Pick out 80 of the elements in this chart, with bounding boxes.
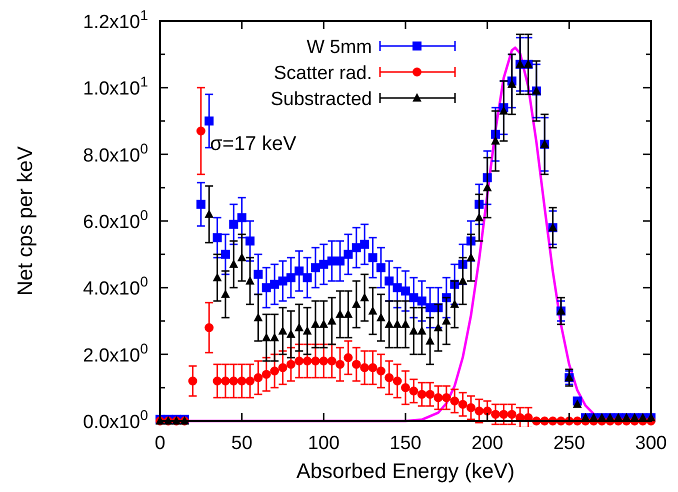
point	[262, 332, 271, 342]
point	[327, 316, 336, 325]
point	[458, 276, 468, 285]
point	[246, 236, 255, 246]
point	[368, 306, 378, 315]
point	[310, 263, 320, 272]
y-axis-title: Net cps per keV	[14, 146, 37, 296]
point	[392, 319, 402, 328]
point	[360, 240, 370, 249]
point	[262, 283, 271, 292]
x-tick-label: 250	[553, 433, 586, 454]
point	[336, 256, 345, 266]
point	[286, 329, 296, 338]
y-tick-label: 6.0x10$^{0}$	[83, 208, 148, 233]
point	[450, 299, 460, 308]
point	[376, 312, 386, 322]
point	[254, 270, 263, 279]
point	[344, 250, 353, 259]
point	[319, 319, 328, 328]
point	[302, 326, 312, 335]
point	[384, 276, 394, 286]
point	[491, 136, 500, 145]
point	[572, 399, 582, 408]
x-tick-label: 150	[390, 433, 422, 454]
x-tick-label: 100	[308, 433, 340, 454]
point	[229, 220, 238, 229]
point	[270, 332, 280, 342]
point	[246, 276, 255, 285]
x-tick-label: 50	[231, 433, 252, 454]
x-tick-label: 0	[154, 433, 166, 454]
point	[401, 286, 410, 296]
point	[204, 209, 214, 218]
point	[442, 316, 451, 325]
annotation: σ=17 keV	[210, 133, 297, 155]
point	[409, 326, 418, 335]
point	[212, 272, 222, 282]
point	[294, 266, 304, 276]
point	[310, 319, 320, 328]
point	[482, 182, 492, 192]
point	[368, 253, 378, 262]
point	[360, 292, 370, 302]
point	[196, 200, 206, 209]
point	[376, 263, 386, 272]
point	[384, 319, 394, 328]
point	[409, 293, 418, 302]
x-axis-title: Absorbed Energy (keV)	[296, 460, 515, 483]
point	[466, 252, 476, 262]
point	[417, 296, 426, 306]
point	[286, 273, 296, 282]
point	[417, 326, 426, 335]
point	[352, 243, 361, 252]
point	[392, 283, 402, 292]
point	[237, 213, 246, 222]
y-tick-label: 4.0x10$^{0}$	[83, 274, 148, 300]
y-tick-label: 0.0x10$^{0}$	[83, 408, 148, 433]
legend-label: Substracted	[270, 89, 372, 110]
legend-label: Scatter rad.	[274, 63, 372, 84]
point	[220, 289, 230, 298]
point	[499, 106, 508, 115]
point	[294, 322, 304, 332]
point	[237, 252, 246, 262]
x-tick-label: 300	[635, 433, 667, 454]
y-tick-label: 1.0x10$^{1}$	[83, 74, 148, 100]
point	[220, 250, 230, 259]
point	[204, 116, 214, 126]
y-tick-label: 1.2x10$^{1}$	[83, 8, 148, 33]
point	[254, 312, 263, 322]
point	[212, 233, 222, 242]
point	[426, 336, 435, 345]
point	[507, 79, 516, 88]
point	[229, 259, 238, 268]
point	[474, 212, 484, 222]
point	[352, 299, 361, 308]
point	[336, 309, 345, 318]
point	[344, 309, 353, 318]
point	[302, 273, 312, 282]
y-tick-label: 8.0x10$^{0}$	[83, 141, 148, 166]
y-tick-label: 2.0x10$^{0}$	[83, 341, 148, 366]
x-tick-label: 200	[471, 433, 504, 454]
legend-label: W 5mm	[306, 37, 372, 58]
